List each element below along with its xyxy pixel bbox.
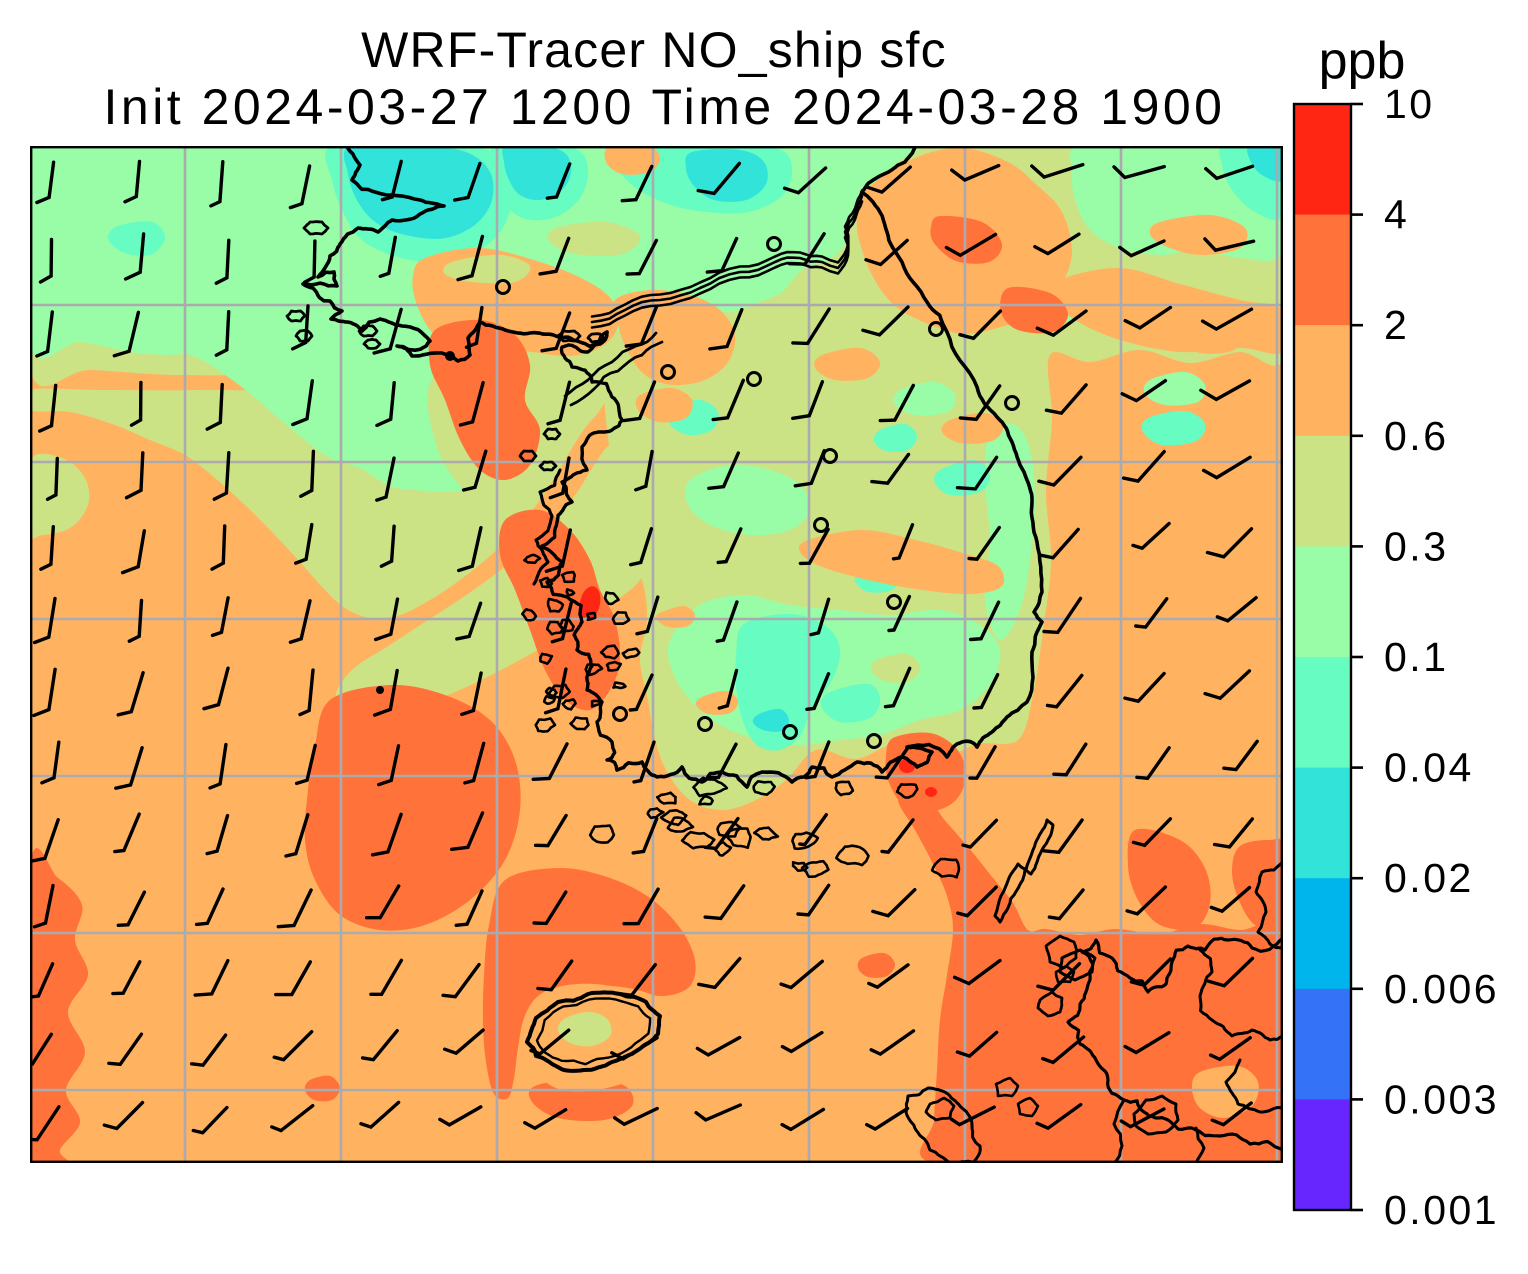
svg-text:0.3: 0.3: [1384, 523, 1449, 569]
svg-text:0.003: 0.003: [1384, 1076, 1499, 1122]
svg-text:0.02: 0.02: [1384, 855, 1474, 901]
svg-text:0.6: 0.6: [1384, 413, 1449, 459]
svg-text:0.006: 0.006: [1384, 966, 1499, 1012]
svg-text:0.1: 0.1: [1384, 634, 1449, 680]
svg-text:0.001: 0.001: [1384, 1187, 1499, 1233]
svg-text:0.04: 0.04: [1384, 745, 1474, 791]
svg-text:2: 2: [1384, 302, 1409, 348]
svg-text:4: 4: [1384, 192, 1409, 238]
svg-text:10: 10: [1384, 81, 1435, 127]
